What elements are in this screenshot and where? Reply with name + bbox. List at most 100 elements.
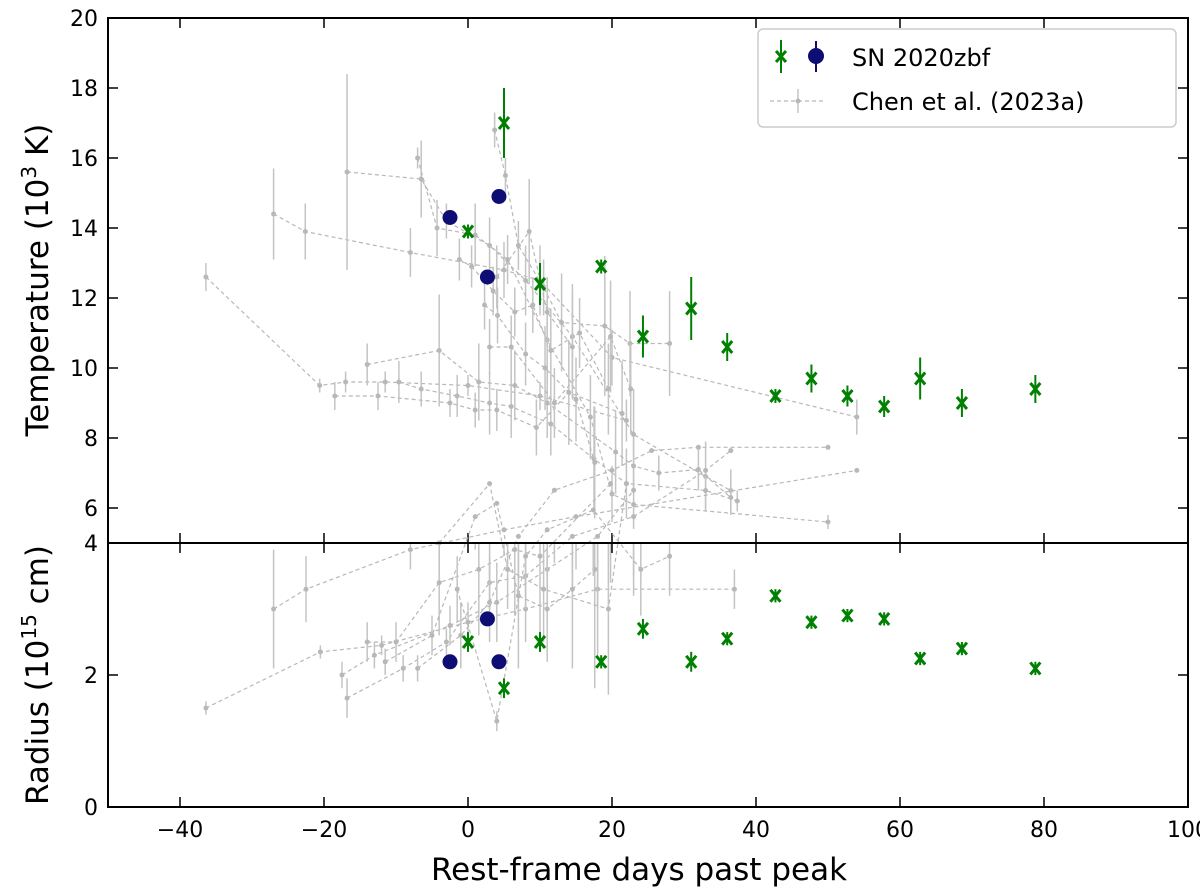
sn2020zbf-x-marker: [721, 340, 734, 354]
chen-data-point: [731, 586, 737, 592]
x-tick-label: 20: [598, 818, 626, 843]
y-tick-label: 2: [84, 664, 98, 689]
chen-data-point: [703, 488, 709, 493]
sn2020zbf-x-marker: [461, 224, 475, 239]
chen-data-point: [569, 533, 575, 539]
chen-data-point: [656, 470, 662, 476]
temperature-y-axis-label: Temperature (103 K): [17, 124, 56, 438]
chen-data-point: [429, 632, 435, 638]
chen-curve-line: [494, 129, 670, 345]
sn2020zbf-x-marker: [841, 608, 854, 623]
chen-data-point: [695, 467, 701, 472]
sn2020zbf-x-marker: [595, 259, 608, 274]
chen-data-point: [465, 619, 471, 625]
chen-data-point: [523, 553, 529, 559]
sn2020zbf-circle-marker: [491, 654, 507, 670]
chen-data-point: [487, 481, 493, 487]
y-tick-label: 18: [70, 77, 98, 102]
chen-data-point: [854, 414, 860, 420]
chen-data-point: [332, 393, 338, 399]
sn2020zbf-x-marker: [685, 654, 698, 669]
chen-data-point: [415, 665, 421, 671]
chen-data-point: [602, 323, 608, 329]
sn2020zbf-x-marker: [878, 611, 891, 626]
chen-data-point: [490, 288, 496, 294]
chen-data-point: [494, 500, 500, 506]
chen-data-point: [456, 257, 462, 262]
legend-navy-circle-marker: [808, 41, 824, 72]
chen-data-point: [447, 400, 453, 406]
chen-data-point: [544, 527, 550, 533]
x-axis-label: Rest-frame days past peak: [431, 852, 847, 888]
x-tick-label: 100: [1167, 818, 1200, 843]
chen-data-point: [487, 344, 493, 350]
chen-data-point: [573, 397, 579, 402]
y-tick-label: 16: [70, 147, 98, 172]
legend-box: [757, 28, 1177, 128]
chen-curve-line: [484, 304, 596, 463]
sn2020zbf-x-marker: [636, 621, 650, 636]
chen-data-point: [703, 467, 709, 473]
chen-data-point: [734, 498, 740, 504]
chen-curve-line: [398, 381, 738, 502]
chen-data-point: [638, 566, 644, 572]
chen-data-point: [631, 514, 637, 520]
chen-data-point: [512, 547, 518, 553]
sn2020zbf-x-marker: [1029, 382, 1042, 396]
sn2020zbf-circle-marker: [479, 611, 495, 627]
chen-data-point: [317, 649, 323, 655]
chen-data-point: [407, 547, 413, 553]
y-tick-label: 20: [70, 7, 98, 32]
chen-data-point: [544, 606, 550, 612]
chen-data-point: [623, 481, 629, 487]
chen-data-point: [559, 320, 565, 325]
y-tick-label: 14: [70, 217, 98, 242]
chen-data-point: [505, 566, 511, 572]
chen-data-point: [825, 444, 831, 450]
legend-label-chen: Chen et al. (2023a): [852, 88, 1085, 116]
chen-data-point: [436, 348, 442, 353]
chen-data-point: [303, 586, 309, 592]
chen-data-point: [544, 400, 550, 406]
chen-data-point: [587, 414, 593, 420]
chen-curve-line: [334, 391, 623, 429]
chen-data-point: [271, 606, 277, 612]
chen-data-point: [415, 155, 421, 161]
chen-data-point: [590, 507, 596, 513]
chen-data-point: [512, 309, 518, 315]
y-tick-label: 0: [84, 796, 98, 821]
chen-data-point: [667, 553, 673, 559]
chen-data-point: [609, 491, 615, 497]
y-tick-label: 12: [70, 287, 98, 312]
chen-data-point: [447, 623, 453, 628]
sn2020zbf-x-marker: [533, 277, 547, 291]
chen-data-point: [631, 487, 637, 493]
chen-data-point: [339, 672, 345, 678]
chen-data-point: [592, 460, 598, 465]
chen-curve-line: [273, 469, 857, 610]
temperature-panel: 6 8 10 12 14 16 18 20 Temperature (103 K) SN 20…: [17, 7, 1189, 544]
x-tick-label: 80: [1030, 818, 1058, 843]
chen-data-point: [628, 386, 634, 392]
y-tick-label: 8: [84, 427, 98, 452]
chen-curve-line: [367, 349, 732, 498]
chen-data-point: [494, 274, 500, 280]
chen-data-point: [728, 448, 734, 454]
chen-data-point: [667, 341, 673, 346]
x-tick-label: −40: [157, 818, 203, 843]
chen-data-point: [469, 264, 475, 269]
chen-data-point: [364, 362, 370, 367]
chen-data-point: [418, 386, 424, 392]
chen-data-point: [548, 421, 554, 427]
chen-data-point: [501, 527, 507, 533]
chen-data-point: [492, 127, 498, 133]
chen-data-point: [728, 495, 734, 500]
legend: SN 2020zbf Chen et al. (2023a): [757, 28, 1177, 128]
chen-data-point: [454, 586, 460, 592]
sn2020zbf-x-marker: [805, 371, 818, 386]
radius-data-layer: [203, 444, 1042, 732]
chen-data-point: [526, 229, 532, 234]
chen-data-point: [472, 407, 478, 413]
chen-data-point: [375, 393, 381, 399]
